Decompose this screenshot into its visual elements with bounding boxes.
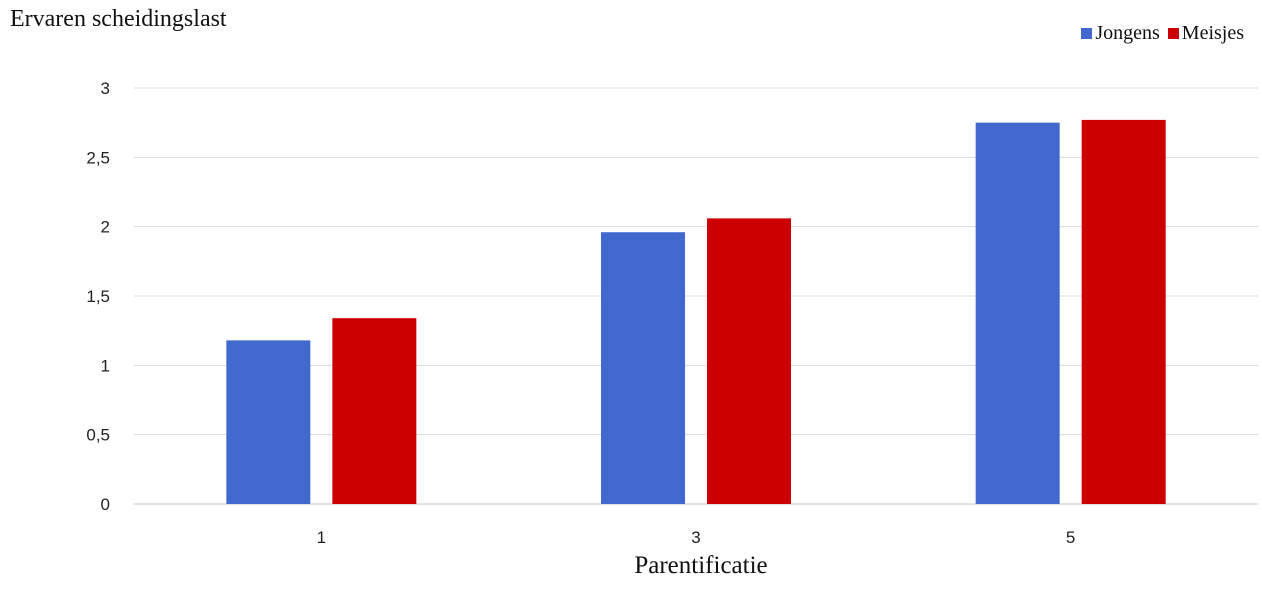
bar-jongens-1 (226, 340, 311, 504)
y-tick-label: 2 (101, 218, 110, 237)
legend-item-jongens: Jongens (1081, 22, 1160, 45)
x-tick-label: 1 (317, 528, 326, 547)
legend-label-meisjes: Meisjes (1181, 22, 1244, 44)
legend-item-meisjes: Meisjes (1167, 22, 1244, 45)
bar-meisjes-5 (1081, 119, 1166, 504)
y-tick-label: 2,5 (86, 148, 110, 167)
x-tick-label: 3 (691, 528, 700, 547)
y-axis-title: Ervaren scheidingslast (10, 6, 227, 32)
legend-swatch-meisjes (1167, 28, 1179, 39)
legend-swatch-jongens (1081, 28, 1093, 39)
x-axis-title: Parentificatie (634, 552, 768, 579)
y-tick-label: 1 (101, 356, 110, 375)
y-tick-label: 1,5 (86, 287, 110, 306)
x-tick-label: 5 (1066, 528, 1075, 547)
y-tick-label: 0 (101, 495, 110, 514)
legend-label-jongens: Jongens (1095, 22, 1160, 44)
bar-meisjes-1 (332, 318, 417, 504)
y-tick-label: 0,5 (86, 426, 110, 445)
bar-jongens-5 (975, 122, 1060, 505)
y-tick-label: 3 (101, 79, 110, 98)
legend: Jongens Meisjes (1081, 22, 1244, 45)
bar-meisjes-3 (707, 218, 791, 504)
bar-jongens-3 (601, 232, 685, 505)
